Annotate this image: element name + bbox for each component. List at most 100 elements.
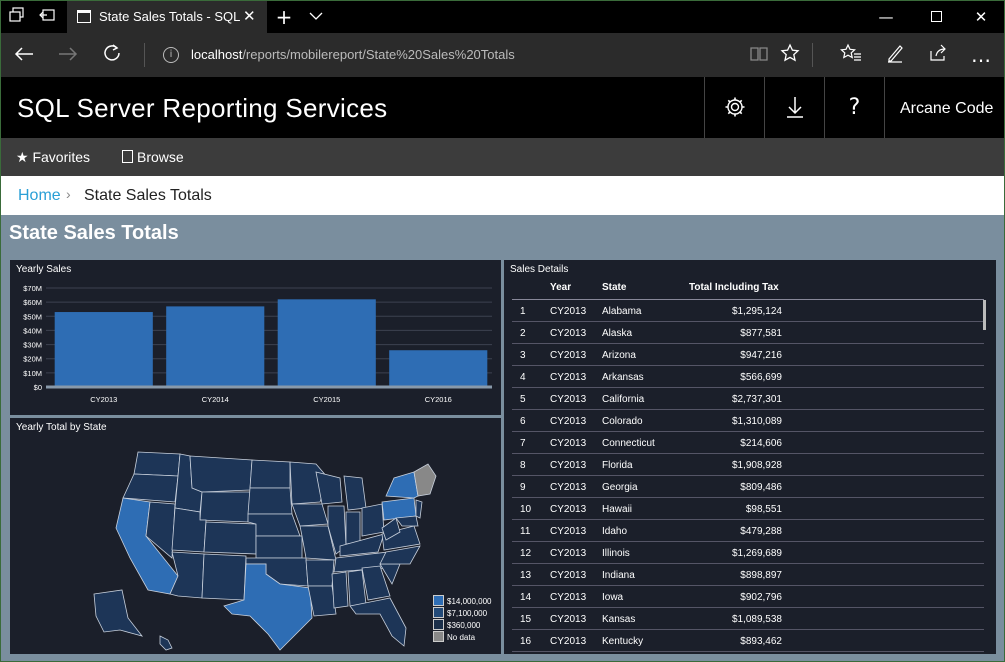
menu-bar: ★ Favorites Browse — [1, 138, 1004, 176]
y-tick-label: $40M — [23, 326, 42, 335]
map-state-ky — [339, 533, 385, 557]
forward-icon[interactable] — [56, 43, 80, 67]
row-total: $898,897 — [740, 570, 782, 581]
user-name[interactable]: Arcane Code — [884, 77, 1004, 138]
tab-preview-chevron-icon[interactable] — [306, 7, 326, 27]
page-icon — [77, 10, 91, 23]
legend-swatch-low — [433, 619, 444, 630]
map-state-hi — [159, 635, 173, 651]
table-row[interactable]: 15 CY2013 Kansas $1,089,538 — [512, 608, 984, 630]
minimize-button[interactable]: — — [878, 8, 894, 26]
report-canvas: State Sales Totals Yearly Sales $0 $10M $2… — [1, 215, 1004, 661]
column-header-year[interactable]: Year — [550, 282, 572, 293]
row-total: $902,796 — [740, 592, 782, 603]
legend-swatch-high — [433, 595, 444, 606]
row-number: 9 — [520, 482, 526, 493]
favorite-star-icon[interactable] — [778, 43, 802, 67]
row-state: Hawaii — [602, 504, 633, 515]
yearly-sales-title: Yearly Sales — [16, 264, 72, 275]
favorites-menu[interactable]: ★ Favorites — [16, 149, 90, 166]
table-row[interactable]: 2 CY2013 Alaska $877,581 — [512, 322, 984, 344]
help-button[interactable]: ? — [824, 77, 884, 138]
breadcrumb: Home › State Sales Totals — [1, 176, 1004, 215]
map-state-ny — [385, 471, 419, 499]
yearly-sales-chart[interactable]: $0 $10M $20M $30M $40M $50M $60M $70M CY2013 CY20… — [10, 260, 501, 415]
tab-list-icon[interactable] — [7, 7, 27, 27]
close-window-button[interactable]: ✕ — [974, 8, 988, 26]
row-year: CY2013 — [550, 526, 587, 537]
legend-label-high: $14,000,000 — [447, 597, 492, 606]
table-row[interactable]: 1 CY2013 Alabama $1,295,124 — [512, 300, 984, 322]
row-total: $1,310,089 — [731, 416, 782, 427]
map-state-wa — [133, 451, 181, 477]
share-icon[interactable] — [926, 43, 950, 67]
column-header-total[interactable]: Total Including Tax — [689, 282, 779, 293]
settings-button[interactable] — [704, 77, 764, 138]
table-row[interactable]: 3 CY2013 Arizona $947,216 — [512, 344, 984, 366]
table-row[interactable]: 11 CY2013 Idaho $479,288 — [512, 520, 984, 542]
report-title: State Sales Totals — [9, 222, 179, 244]
tab-title: State Sales Totals - SQL — [99, 9, 241, 24]
url-host: localhost — [191, 47, 243, 62]
table-row[interactable]: 12 CY2013 Illinois $1,269,689 — [512, 542, 984, 564]
map-state-wi — [315, 471, 343, 505]
row-total: $809,486 — [740, 482, 782, 493]
close-tab-icon[interactable]: ✕ — [243, 7, 256, 25]
table-row[interactable]: 13 CY2013 Indiana $898,897 — [512, 564, 984, 586]
star-icon: ★ — [16, 149, 29, 165]
set-aside-tabs-icon[interactable] — [37, 7, 57, 27]
bar-cy2014[interactable] — [166, 306, 265, 387]
column-header-state[interactable]: State — [602, 282, 627, 293]
url-field[interactable]: i localhost/reports/mobilereport/State%2… — [151, 41, 581, 69]
table-row[interactable]: 6 CY2013 Colorado $1,310,089 — [512, 410, 984, 432]
table-row[interactable]: 4 CY2013 Arkansas $566,699 — [512, 366, 984, 388]
reading-view-icon[interactable] — [747, 43, 771, 67]
bar-cy2013[interactable] — [54, 312, 153, 387]
row-number: 3 — [520, 350, 526, 361]
more-icon[interactable]: … — [971, 43, 991, 67]
notes-pen-icon[interactable] — [883, 43, 907, 67]
map-state-in — [345, 511, 361, 545]
new-tab-icon[interactable]: + — [275, 5, 293, 29]
favorites-hub-icon[interactable] — [839, 43, 863, 67]
table-row[interactable]: 14 CY2013 Iowa $902,796 — [512, 586, 984, 608]
row-number: 7 — [520, 438, 526, 449]
tab-active[interactable]: State Sales Totals - SQL ✕ — [67, 1, 267, 33]
scrollbar[interactable] — [983, 300, 986, 330]
x-tick-label: CY2014 — [202, 395, 229, 404]
ssrs-header: SQL Server Reporting Services ? Arcane C… — [1, 77, 1004, 138]
table-row[interactable]: 7 CY2013 Connecticut $214,606 — [512, 432, 984, 454]
row-total: $214,606 — [740, 438, 782, 449]
refresh-icon[interactable] — [100, 43, 124, 67]
row-year: CY2013 — [550, 482, 587, 493]
bar-cy2016[interactable] — [389, 350, 488, 387]
browse-menu[interactable]: Browse — [122, 149, 184, 165]
row-year: CY2013 — [550, 614, 587, 625]
row-state: California — [602, 394, 645, 405]
map-state-tx — [223, 563, 313, 651]
us-map[interactable] — [10, 418, 501, 654]
y-tick-label: $70M — [23, 284, 42, 293]
row-year: CY2013 — [550, 306, 587, 317]
row-year: CY2013 — [550, 328, 587, 339]
row-state: Florida — [602, 460, 633, 471]
back-icon[interactable] — [12, 43, 36, 67]
row-state: Alaska — [602, 328, 633, 339]
table-row[interactable]: 16 CY2013 Kentucky $893,462 — [512, 630, 984, 652]
row-year: CY2013 — [550, 636, 587, 647]
download-button[interactable] — [764, 77, 824, 138]
breadcrumb-home[interactable]: Home — [18, 187, 61, 204]
maximize-button[interactable] — [921, 5, 951, 29]
row-year: CY2013 — [550, 592, 587, 603]
map-state-ne — [247, 513, 301, 537]
row-number: 8 — [520, 460, 526, 471]
table-row[interactable]: 10 CY2013 Hawaii $98,551 — [512, 498, 984, 520]
table-row[interactable]: 5 CY2013 California $2,737,301 — [512, 388, 984, 410]
info-icon[interactable]: i — [163, 47, 179, 63]
bar-cy2015[interactable] — [277, 299, 376, 387]
table-row[interactable]: 8 CY2013 Florida $1,908,928 — [512, 454, 984, 476]
row-state: Alabama — [602, 306, 642, 317]
map-state-mo — [299, 525, 337, 561]
table-row[interactable]: 9 CY2013 Georgia $809,486 — [512, 476, 984, 498]
